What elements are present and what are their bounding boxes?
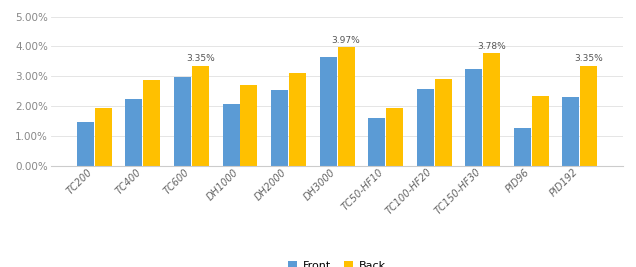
Text: 3.35%: 3.35% [574, 54, 603, 63]
Bar [192, 66, 209, 166]
Bar [95, 108, 112, 166]
Bar [580, 66, 597, 166]
Bar [77, 122, 94, 166]
Text: 3.35%: 3.35% [186, 54, 215, 63]
Bar [562, 97, 579, 166]
Bar [125, 99, 142, 166]
Bar [532, 96, 549, 166]
Bar [483, 53, 500, 166]
Bar [289, 73, 306, 166]
Bar [386, 108, 403, 166]
Bar [368, 119, 385, 166]
Bar [271, 91, 288, 166]
Bar [174, 77, 191, 166]
Text: 3.78%: 3.78% [477, 42, 506, 50]
Bar [338, 47, 354, 166]
Bar [223, 104, 240, 166]
Legend: Front, Back: Front, Back [284, 256, 391, 267]
Bar [240, 85, 258, 166]
Bar [465, 69, 482, 166]
Bar [514, 128, 531, 166]
Bar [417, 89, 434, 166]
Text: 3.97%: 3.97% [332, 36, 361, 45]
Bar [434, 79, 452, 166]
Bar [320, 57, 336, 166]
Bar [143, 80, 160, 166]
